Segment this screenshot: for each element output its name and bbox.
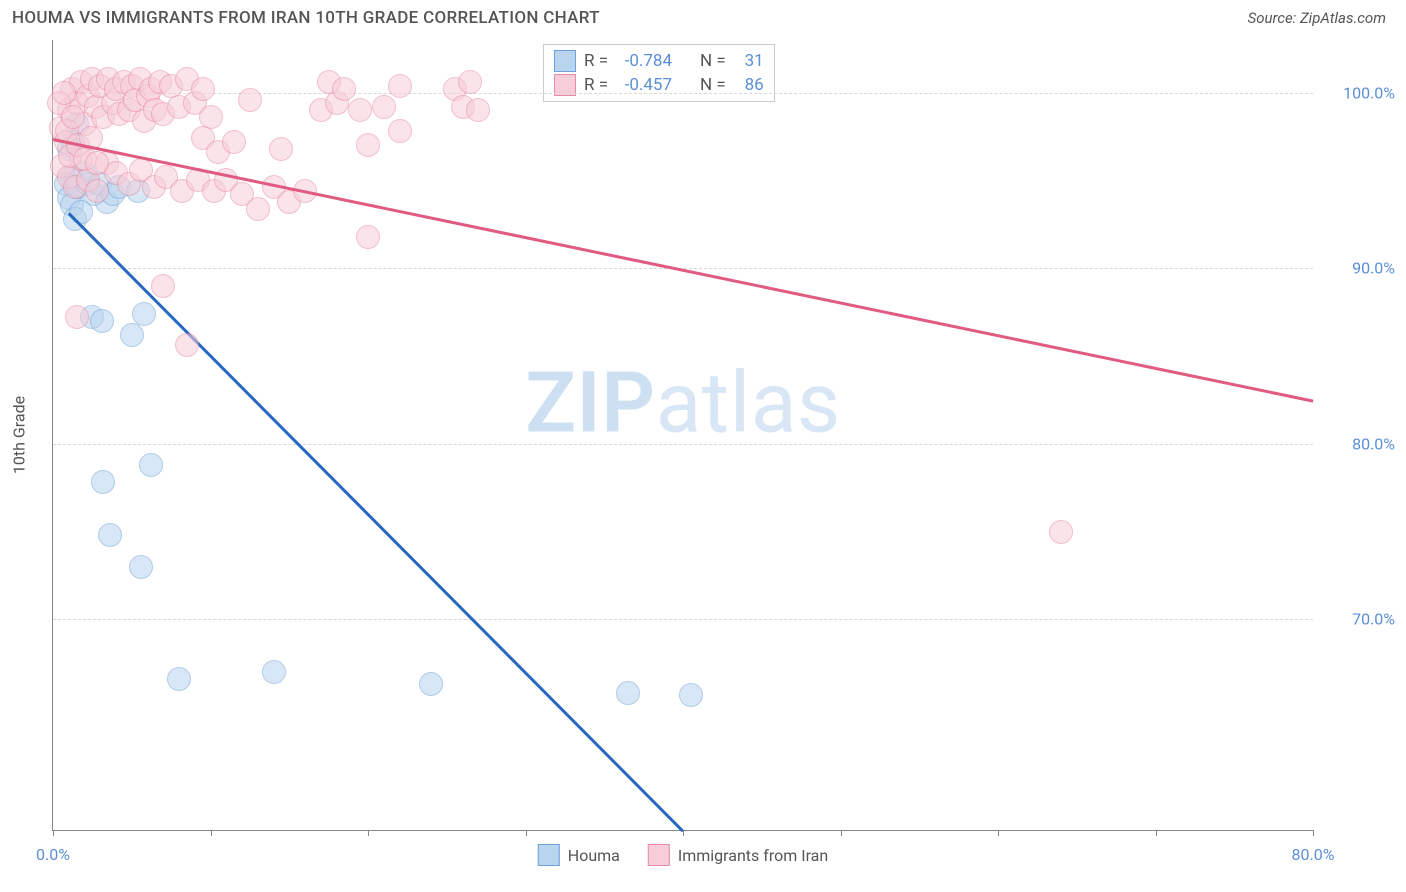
data-point xyxy=(85,179,109,203)
data-point xyxy=(85,151,109,175)
legend-swatch xyxy=(648,844,670,866)
data-point xyxy=(372,95,396,119)
x-tick-label: 0.0% xyxy=(36,845,70,864)
watermark: ZIPatlas xyxy=(525,354,841,453)
chart-header: HOUMA VS IMMIGRANTS FROM IRAN 10TH GRADE… xyxy=(0,0,1406,32)
data-point xyxy=(175,333,199,357)
n-value: 31 xyxy=(734,51,764,71)
series-legend-item: Immigrants from Iran xyxy=(648,844,828,866)
data-point xyxy=(1049,520,1073,544)
x-tick xyxy=(526,830,527,836)
chart-title: HOUMA VS IMMIGRANTS FROM IRAN 10TH GRADE… xyxy=(12,8,600,28)
y-tick-label: 100.0% xyxy=(1325,83,1395,102)
trend-line xyxy=(68,212,684,832)
stats-legend-row: R = -0.784 N = 31 xyxy=(554,49,764,73)
x-tick xyxy=(53,830,54,836)
y-axis-title: 10th Grade xyxy=(10,396,29,474)
correlation-chart: ZIPatlas 10th Grade R =-0.784N =31R =-0.… xyxy=(52,40,1313,831)
x-tick-label: 80.0% xyxy=(1292,845,1335,864)
data-point xyxy=(91,470,115,494)
x-tick xyxy=(368,830,369,836)
data-point xyxy=(52,81,76,105)
data-point xyxy=(139,453,163,477)
data-point xyxy=(129,555,153,579)
data-point xyxy=(356,133,380,157)
series-legend: Houma Immigrants from Iran xyxy=(538,844,828,866)
y-tick-label: 90.0% xyxy=(1325,259,1395,278)
data-point xyxy=(246,197,270,221)
gridline xyxy=(53,619,1313,620)
data-point xyxy=(679,683,703,707)
data-point xyxy=(222,130,246,154)
x-tick xyxy=(998,830,999,836)
y-tick-label: 70.0% xyxy=(1325,610,1395,629)
data-point xyxy=(191,77,215,101)
data-point xyxy=(65,305,89,329)
legend-swatch xyxy=(554,50,576,72)
series-legend-item: Houma xyxy=(538,844,620,866)
data-point xyxy=(151,274,175,298)
data-point xyxy=(238,88,262,112)
x-tick xyxy=(841,830,842,836)
data-point xyxy=(167,667,191,691)
data-point xyxy=(388,74,412,98)
n-label: N = xyxy=(700,51,726,71)
data-point xyxy=(616,681,640,705)
data-point xyxy=(98,523,122,547)
data-point xyxy=(120,323,144,347)
source-credit: Source: ZipAtlas.com xyxy=(1248,9,1386,27)
data-point xyxy=(69,200,93,224)
x-tick xyxy=(211,830,212,836)
data-point xyxy=(388,119,412,143)
data-point xyxy=(458,70,482,94)
r-label: R = xyxy=(584,51,608,71)
series-label: Immigrants from Iran xyxy=(678,846,828,865)
data-point xyxy=(90,309,114,333)
data-point xyxy=(269,137,293,161)
data-point xyxy=(348,98,372,122)
data-point xyxy=(262,660,286,684)
data-point xyxy=(356,225,380,249)
data-point xyxy=(419,672,443,696)
data-point xyxy=(466,98,490,122)
series-label: Houma xyxy=(568,846,620,865)
legend-swatch xyxy=(538,844,560,866)
x-tick xyxy=(1156,830,1157,836)
data-point xyxy=(332,77,356,101)
gridline xyxy=(53,444,1313,445)
data-point xyxy=(61,105,85,129)
data-point xyxy=(132,302,156,326)
x-tick xyxy=(1313,830,1314,836)
y-tick-label: 80.0% xyxy=(1325,434,1395,453)
r-value: -0.784 xyxy=(616,51,672,71)
